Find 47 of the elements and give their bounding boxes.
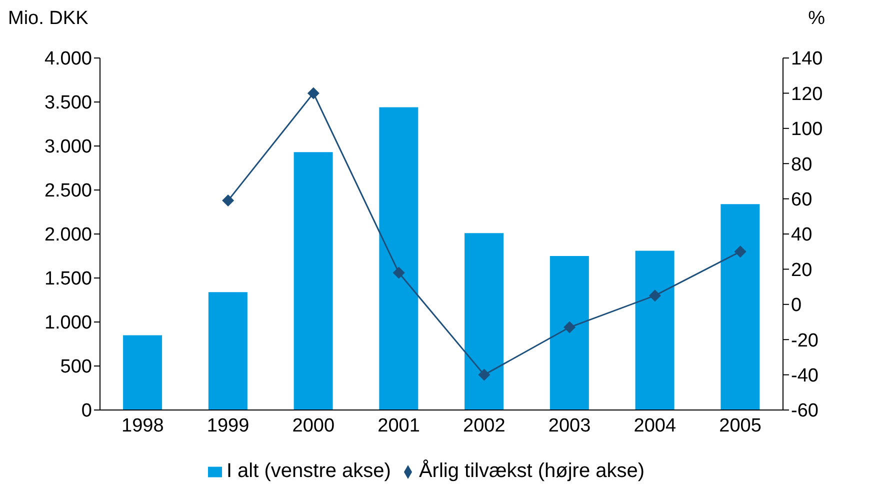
- legend-label: Årlig tilvækst (højre akse): [418, 460, 645, 482]
- x-tick-label: 1998: [122, 415, 164, 436]
- y2-tick-label: 0: [791, 295, 802, 316]
- bar: [720, 204, 760, 410]
- y-tick-label: 1.000: [44, 312, 92, 334]
- y-tick-label: 4.000: [44, 48, 92, 70]
- point: [564, 321, 576, 334]
- y-tick-label: 3.500: [44, 92, 92, 114]
- x-tick-label: 2001: [378, 415, 420, 436]
- y-tick-label: 2.500: [44, 180, 92, 202]
- y-tick-label: 0: [81, 400, 92, 422]
- point: [478, 368, 490, 381]
- point: [307, 87, 320, 100]
- y2-tick-label: 40: [791, 224, 812, 246]
- x-tick-label: 2004: [634, 415, 676, 436]
- y2-axis-title: %: [808, 8, 825, 30]
- x-tick-label: 1999: [206, 415, 250, 436]
- y2-tick-label: -40: [791, 366, 818, 387]
- y2-tick-label: -20: [791, 330, 818, 352]
- bar: [208, 292, 248, 410]
- y2-tick-label: 20: [791, 260, 812, 281]
- y2-tick-label: 60: [791, 190, 812, 211]
- x-tick-label: 2005: [719, 415, 762, 436]
- bar: [294, 152, 333, 410]
- point: [392, 266, 405, 279]
- y-axis-title: Mio. DKK: [8, 8, 88, 30]
- bar: [635, 250, 674, 410]
- y2-tick-label: 80: [791, 154, 812, 176]
- y-tick-label: 1.500: [44, 268, 92, 290]
- bar: [123, 335, 162, 410]
- x-tick-label: 2000: [292, 415, 335, 436]
- y-tick-label: 3.000: [44, 136, 92, 158]
- y-tick-label: 2.000: [44, 224, 92, 246]
- y2-tick-label: 100: [791, 119, 823, 140]
- y-tick-label: 500: [60, 356, 92, 378]
- bar: [379, 107, 418, 410]
- y2-tick-label: -60: [791, 400, 818, 422]
- x-tick-label: 2003: [548, 415, 591, 436]
- legend-label: I alt (venstre akse): [226, 460, 391, 482]
- point: [734, 246, 746, 258]
- y2-tick-label: 120: [791, 84, 823, 105]
- x-tick-label: 2002: [463, 415, 506, 436]
- bar: [550, 256, 589, 410]
- y2-tick-label: 140: [791, 48, 823, 70]
- point: [648, 290, 661, 302]
- bar: [464, 233, 504, 410]
- point: [222, 194, 234, 207]
